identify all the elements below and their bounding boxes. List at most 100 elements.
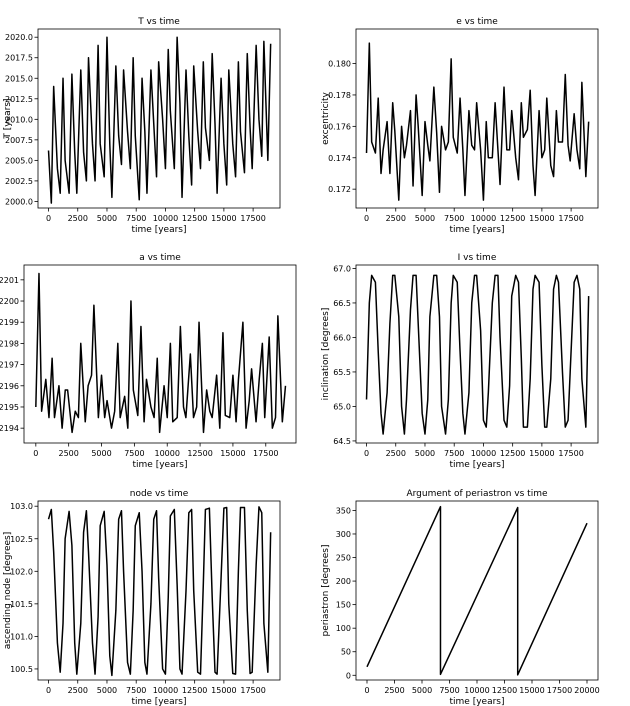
chart-title: e vs time	[456, 17, 498, 27]
y-tick-label: 2017.5	[5, 54, 33, 63]
y-tick-label: .2200	[0, 297, 19, 306]
chart-panel-6: 0 2500 5000 7500 10000 12500 15000 17500 20000 0 5…	[321, 489, 600, 706]
x-tick-label: 10000	[464, 686, 489, 695]
y-tick-label: 50	[341, 648, 351, 657]
x-tick-label: 7500	[126, 686, 146, 695]
y-tick-label: 300	[336, 530, 351, 539]
chart-panel-1: 0 2500 5000 7500 10000 12500 15000 17500 2000.0 2…	[3, 17, 281, 235]
x-tick-label: 0	[33, 449, 38, 458]
y-tick-label: 2007.5	[5, 136, 33, 145]
y-tick-label: 200	[336, 577, 351, 586]
x-tick-label: 0	[46, 214, 51, 223]
y-axis-label: excentricity	[321, 91, 331, 144]
x-tick-label: 10000	[471, 214, 496, 223]
x-tick-label: 12500	[492, 686, 517, 695]
x-tick-label: 5000	[97, 686, 117, 695]
y-tick-label: 0	[346, 671, 351, 680]
chart-panel-4: 0 2500 5000 7500 10000 12500 15000 17500 64.5 65.…	[321, 253, 599, 470]
y-tick-label: 101.5	[10, 600, 33, 609]
x-tick-label: 12500	[182, 686, 207, 695]
y-tick-label: 66.5	[333, 299, 351, 308]
y-axis-label: inclination [degrees]	[321, 308, 331, 401]
x-tick-label: 17500	[253, 449, 278, 458]
y-tick-label: .2197	[0, 361, 19, 370]
x-tick-label: 15000	[211, 214, 236, 223]
x-tick-label: 17500	[558, 449, 583, 458]
y-tick-label: 0.172	[328, 185, 351, 194]
x-tick-label: 5000	[415, 449, 435, 458]
axes-frame	[355, 500, 599, 681]
y-tick-label: 66.0	[333, 333, 351, 342]
y-tick-label: 102.0	[10, 567, 33, 576]
chart-title: node vs time	[130, 489, 189, 499]
y-tick-label: 2005.0	[5, 156, 33, 165]
x-tick-label: 10000	[155, 449, 180, 458]
x-tick-label: 10000	[471, 449, 496, 458]
x-tick-label: 17500	[547, 686, 572, 695]
chart-title: T vs time	[137, 17, 180, 27]
chart-title: Argument of periastron vs time	[406, 489, 547, 499]
y-tick-label: .2194	[0, 424, 19, 433]
axes-frame	[355, 28, 599, 209]
y-tick-label: 2012.5	[5, 95, 33, 104]
chart-panel-3: 0 2500 5000 7500 10000 12500 15000 17500 .2194 .2…	[0, 253, 297, 470]
series-line	[47, 36, 272, 204]
x-tick-label: 7500	[124, 449, 144, 458]
x-tick-label: 5000	[415, 214, 435, 223]
y-tick-label: 2000.0	[5, 197, 33, 206]
x-tick-label: 10000	[153, 686, 178, 695]
y-tick-label: 2002.5	[5, 177, 33, 186]
x-tick-label: 17500	[240, 214, 265, 223]
x-tick-label: 15000	[529, 214, 554, 223]
y-axis-label: ascending node [degrees]	[3, 532, 13, 649]
x-tick-label: 15000	[519, 686, 544, 695]
x-tick-label: 2500	[68, 214, 88, 223]
x-tick-label: 2500	[384, 686, 404, 695]
chart-title: I vs time	[458, 253, 497, 263]
y-tick-label: 100.5	[10, 665, 33, 674]
x-tick-label: 12500	[500, 214, 525, 223]
x-axis-label: time [years]	[450, 225, 505, 235]
x-tick-label: 0	[364, 686, 369, 695]
x-tick-label: 5000	[97, 214, 117, 223]
y-tick-label: 101.0	[10, 632, 33, 641]
x-tick-label: 20000	[574, 686, 599, 695]
y-tick-label: 2010.0	[5, 115, 33, 124]
x-tick-label: 2500	[386, 214, 406, 223]
x-axis-label: time [years]	[450, 460, 505, 470]
y-tick-label: .2195	[0, 403, 19, 412]
x-tick-label: 7500	[126, 214, 146, 223]
y-tick-label: 0.180	[328, 60, 351, 69]
x-tick-label: 2500	[68, 686, 88, 695]
x-tick-label: 12500	[500, 449, 525, 458]
y-tick-label: 65.0	[333, 402, 351, 411]
series-line	[366, 505, 588, 676]
x-tick-label: 5000	[91, 449, 111, 458]
y-tick-label: 65.5	[333, 368, 351, 377]
axes-frame	[37, 500, 281, 681]
x-tick-label: 15000	[211, 686, 236, 695]
x-tick-label: 7500	[444, 214, 464, 223]
y-tick-label: .2199	[0, 318, 19, 327]
x-tick-label: 0	[46, 686, 51, 695]
x-axis-label: time [years]	[132, 697, 187, 706]
y-tick-label: 0.176	[328, 122, 351, 131]
chart-title: a vs time	[139, 253, 181, 263]
x-tick-label: 17500	[558, 214, 583, 223]
x-tick-label: 2500	[58, 449, 78, 458]
y-tick-label: 64.5	[333, 437, 351, 446]
x-tick-label: 15000	[529, 449, 554, 458]
axes-frame	[23, 264, 297, 444]
x-tick-label: 12500	[187, 449, 212, 458]
y-tick-label: 103.0	[10, 502, 33, 511]
x-tick-label: 15000	[220, 449, 245, 458]
x-axis-label: time [years]	[132, 225, 187, 235]
series-line	[35, 272, 287, 434]
y-tick-label: 67.0	[333, 264, 351, 273]
x-tick-label: 7500	[444, 449, 464, 458]
y-tick-label: .2196	[0, 382, 19, 391]
axes-frame	[355, 264, 599, 444]
x-tick-label: 0	[364, 214, 369, 223]
x-tick-label: 12500	[182, 214, 207, 223]
